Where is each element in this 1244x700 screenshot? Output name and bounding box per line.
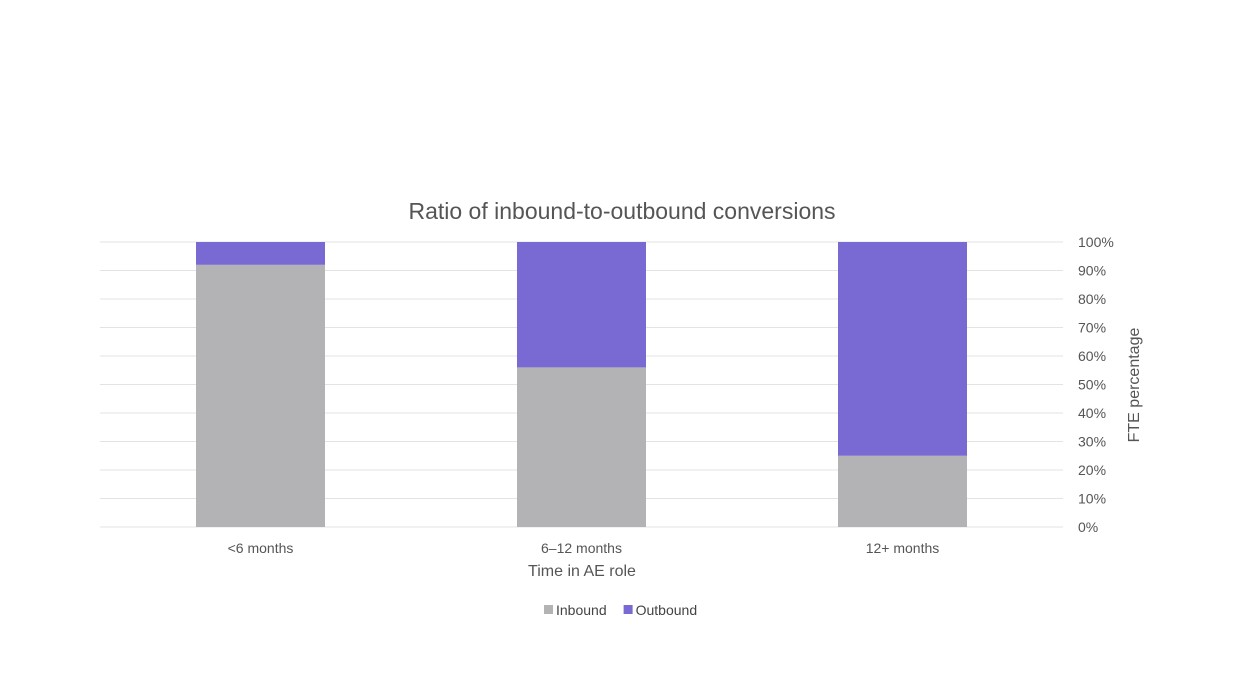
x-axis-label: Time in AE role: [528, 563, 636, 580]
bar-outbound: [196, 242, 325, 265]
y-tick-label: 0%: [1078, 519, 1098, 535]
x-axis-ticks: <6 months 6–12 months 12+ months: [228, 540, 940, 556]
legend: Inbound Outbound: [544, 602, 697, 618]
bar-outbound: [838, 242, 967, 456]
y-tick-label: 50%: [1078, 377, 1106, 393]
bar-inbound: [517, 367, 646, 527]
y-tick-label: 100%: [1078, 234, 1114, 250]
x-tick-label: 12+ months: [866, 540, 940, 556]
legend-label-outbound: Outbound: [636, 602, 698, 618]
y-tick-label: 40%: [1078, 405, 1106, 421]
y-tick-label: 30%: [1078, 434, 1106, 450]
bar-inbound: [196, 264, 325, 527]
x-tick-label: <6 months: [228, 540, 294, 556]
bars: [196, 242, 967, 527]
y-tick-label: 60%: [1078, 348, 1106, 364]
bar-outbound: [517, 242, 646, 368]
x-tick-label: 6–12 months: [541, 540, 622, 556]
legend-swatch-inbound: [544, 605, 553, 614]
chart-title: Ratio of inbound-to-outbound conversions: [408, 198, 835, 224]
y-axis-label: FTE percentage: [1126, 328, 1143, 443]
y-tick-label: 20%: [1078, 462, 1106, 478]
y-axis-ticks: 0% 10% 20% 30% 40% 50% 60% 70% 80% 90% 100%: [1078, 234, 1114, 535]
y-tick-label: 10%: [1078, 491, 1106, 507]
legend-swatch-outbound: [623, 605, 633, 614]
y-tick-label: 80%: [1078, 291, 1106, 307]
bar-inbound: [838, 455, 967, 527]
legend-label-inbound: Inbound: [556, 602, 607, 618]
y-tick-label: 90%: [1078, 263, 1106, 279]
y-tick-label: 70%: [1078, 320, 1106, 336]
